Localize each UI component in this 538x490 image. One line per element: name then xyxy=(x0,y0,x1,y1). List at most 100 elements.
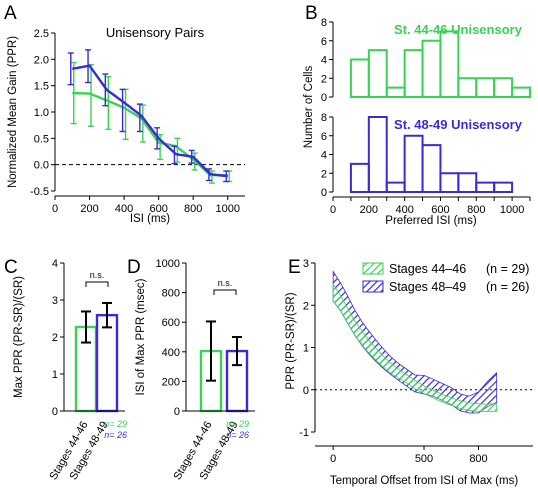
panel-b-sub2-y-tick-label: 4 xyxy=(321,150,327,162)
panel-letter: B xyxy=(305,3,318,24)
panel-a-x-tick-label: 200 xyxy=(80,203,98,215)
panel-d-n-label-green: n= 29 xyxy=(226,419,249,429)
panel-b-hist-bar xyxy=(457,77,478,98)
panel-c-y-tick-label: 2 xyxy=(52,332,58,344)
panel-c-y-label: Max PPR (PR-SR)/(SR) xyxy=(13,276,25,398)
panel-b-x-tick-label: 800 xyxy=(467,204,485,216)
panel-b-hist-bar xyxy=(385,181,406,193)
panel-b-y-label: Number of Cells xyxy=(303,66,315,149)
panel-a-x-tick-label: 1000 xyxy=(215,203,239,215)
panel-e-x-tick-label: 800 xyxy=(469,453,487,465)
panel-a: A -0.5 0.0 0.5 1.0 1.5 2.0 2.5 0 200 400 600 800 1000… xyxy=(4,3,245,225)
panel-e-x-label: Temporal Offset from ISI of Max (ms) xyxy=(330,475,518,487)
panel-a-title: Unisensory Pairs xyxy=(106,25,205,40)
panel-e-legend-label: Stages 48–49 xyxy=(389,280,466,294)
panel-e: E -1 0 1 2 3 0 500 800 PPR (PR-SR)/(SR) Temporal O… xyxy=(285,257,533,487)
panel-e-legend-swatch-blue xyxy=(362,280,384,293)
panel-b-hist-bar xyxy=(457,172,478,193)
panel-d-significance-label: n.s. xyxy=(218,278,233,288)
panel-e-y-tick-label: 2 xyxy=(303,300,309,312)
panel-b-x-tick-label: 200 xyxy=(360,204,378,216)
panel-letter: E xyxy=(288,257,301,278)
panel-b-subplot-1: 0 2 4 6 8 St. 44-46 Unisensory xyxy=(321,17,531,104)
panel-b-x-tick-label: 0 xyxy=(330,204,336,216)
panel-d-y-tick-label: 600 xyxy=(162,317,180,329)
panel-a-y-tick-label: 1.0 xyxy=(34,107,49,119)
panel-b-subplot-2: 0 2 4 6 8 St. 48-49 Unisensory xyxy=(321,112,523,199)
panel-letter: D xyxy=(127,257,141,278)
panel-b-hist-bar xyxy=(493,181,514,193)
panel-e-y-tick-label: 3 xyxy=(303,258,309,270)
panel-a-series-line-green xyxy=(72,91,228,177)
panel-e-legend: Stages 44–46 (n = 29) Stages 48–49 (n = 26) xyxy=(362,262,529,294)
panel-b-hist-bar xyxy=(349,162,370,193)
panel-e-band-green xyxy=(332,282,498,413)
panel-d-y-label: ISI of Max PPR (msec) xyxy=(135,278,147,395)
panel-b-hist-bar xyxy=(403,49,424,98)
panel-c-y-tick-label: 1 xyxy=(52,369,58,381)
panel-d-y-tick-label: 1000 xyxy=(156,258,180,270)
panel-a-x-label: ISI (ms) xyxy=(130,213,170,225)
panel-d-y-tick-label: 200 xyxy=(162,376,180,388)
panel-e-legend-n: (n = 26) xyxy=(486,280,529,294)
panel-b-sub1-y-tick-label: 6 xyxy=(321,36,327,48)
panel-b-sub2-y-tick-label: 6 xyxy=(321,131,327,143)
panel-b-hist-bar xyxy=(367,49,388,98)
panel-c-n-label-green: n= 29 xyxy=(104,419,127,429)
panel-c-significance-bracket xyxy=(85,281,109,287)
panel-b-hist-bar xyxy=(385,86,406,98)
panel-d-y-tick-label: 400 xyxy=(162,347,180,359)
panel-d-n-label-blue: n= 26 xyxy=(226,430,249,440)
panel-e-x-tick-label: 500 xyxy=(415,453,433,465)
panel-b-sub1-y-tick-label: 8 xyxy=(321,17,327,29)
panel-e-y-tick-label: -1 xyxy=(299,427,309,439)
panel-a-x-tick-label: 800 xyxy=(184,203,202,215)
panel-b-sub1-y-tick-label: 4 xyxy=(321,55,327,67)
panel-d-y-tick-label: 800 xyxy=(162,288,180,300)
panel-e-x-tick-label: 0 xyxy=(330,453,336,465)
panel-e-legend-swatch-green xyxy=(362,262,384,275)
panel-b-hist-bar xyxy=(367,116,388,193)
panel-b-subplot-title: St. 44-46 Unisensory xyxy=(394,22,523,37)
panel-e-y-label: PPR (PR-SR)/(SR) xyxy=(285,292,297,389)
panel-c-significance-label: n.s. xyxy=(90,270,105,280)
panel-e-legend-label: Stages 44–46 xyxy=(389,262,466,276)
panel-e-y-tick-label: 1 xyxy=(303,343,309,355)
panel-b-hist-bar xyxy=(475,77,496,98)
panel-a-series-line-blue xyxy=(72,64,228,178)
panel-c-y-tick-label: 3 xyxy=(52,295,58,307)
panel-b-sub2-y-tick-label: 8 xyxy=(321,112,327,124)
panel-b-hist-bar xyxy=(421,39,442,98)
panel-e-legend-n: (n = 29) xyxy=(486,262,529,276)
panel-b-hist-bar xyxy=(511,86,531,98)
panel-b-x-label: Preferred ISI (ms) xyxy=(385,215,477,227)
panel-a-y-tick-label: 1.5 xyxy=(34,81,49,93)
panel-b-hist-bar xyxy=(475,181,496,193)
panel-b-hist-bar xyxy=(349,58,370,98)
panel-b-sub2-y-tick-label: 2 xyxy=(321,168,327,180)
panel-d-y-tick-label: 0 xyxy=(174,406,180,418)
panel-b-hist-bar xyxy=(403,134,424,193)
panel-a-y-tick-label: 2.0 xyxy=(34,54,49,66)
panel-e-y-tick-label: 0 xyxy=(303,385,309,397)
panel-d-significance-bracket xyxy=(213,289,237,295)
panel-c-bar xyxy=(95,313,119,413)
panel-c-n-label-blue: n= 26 xyxy=(104,430,127,440)
panel-a-y-tick-label: 0.0 xyxy=(34,160,49,172)
panel-a-y-tick-label: 2.5 xyxy=(34,28,49,40)
panel-b-x-tick-label: 400 xyxy=(395,204,413,216)
panel-letter: A xyxy=(4,3,17,24)
panel-b-hist-bar xyxy=(493,77,514,98)
panel-b: B 0 2 4 6 8 St. 44-46 Unisensory 0 2 4 6 8 St. 48-49… xyxy=(303,3,531,227)
panel-b-sub1-y-tick-label: 0 xyxy=(321,92,327,104)
panel-a-y-tick-label: 0.5 xyxy=(34,133,49,145)
panel-a-y-tick-label: -0.5 xyxy=(30,186,49,198)
panel-a-x-tick-label: 0 xyxy=(52,203,58,215)
panel-b-subplot-title: St. 48-49 Unisensory xyxy=(394,117,523,132)
panel-c-y-tick-label: 4 xyxy=(52,258,58,270)
panel-b-hist-bar xyxy=(439,172,460,193)
panel-b-sub1-y-tick-label: 2 xyxy=(321,73,327,85)
panel-letter: C xyxy=(4,257,18,278)
